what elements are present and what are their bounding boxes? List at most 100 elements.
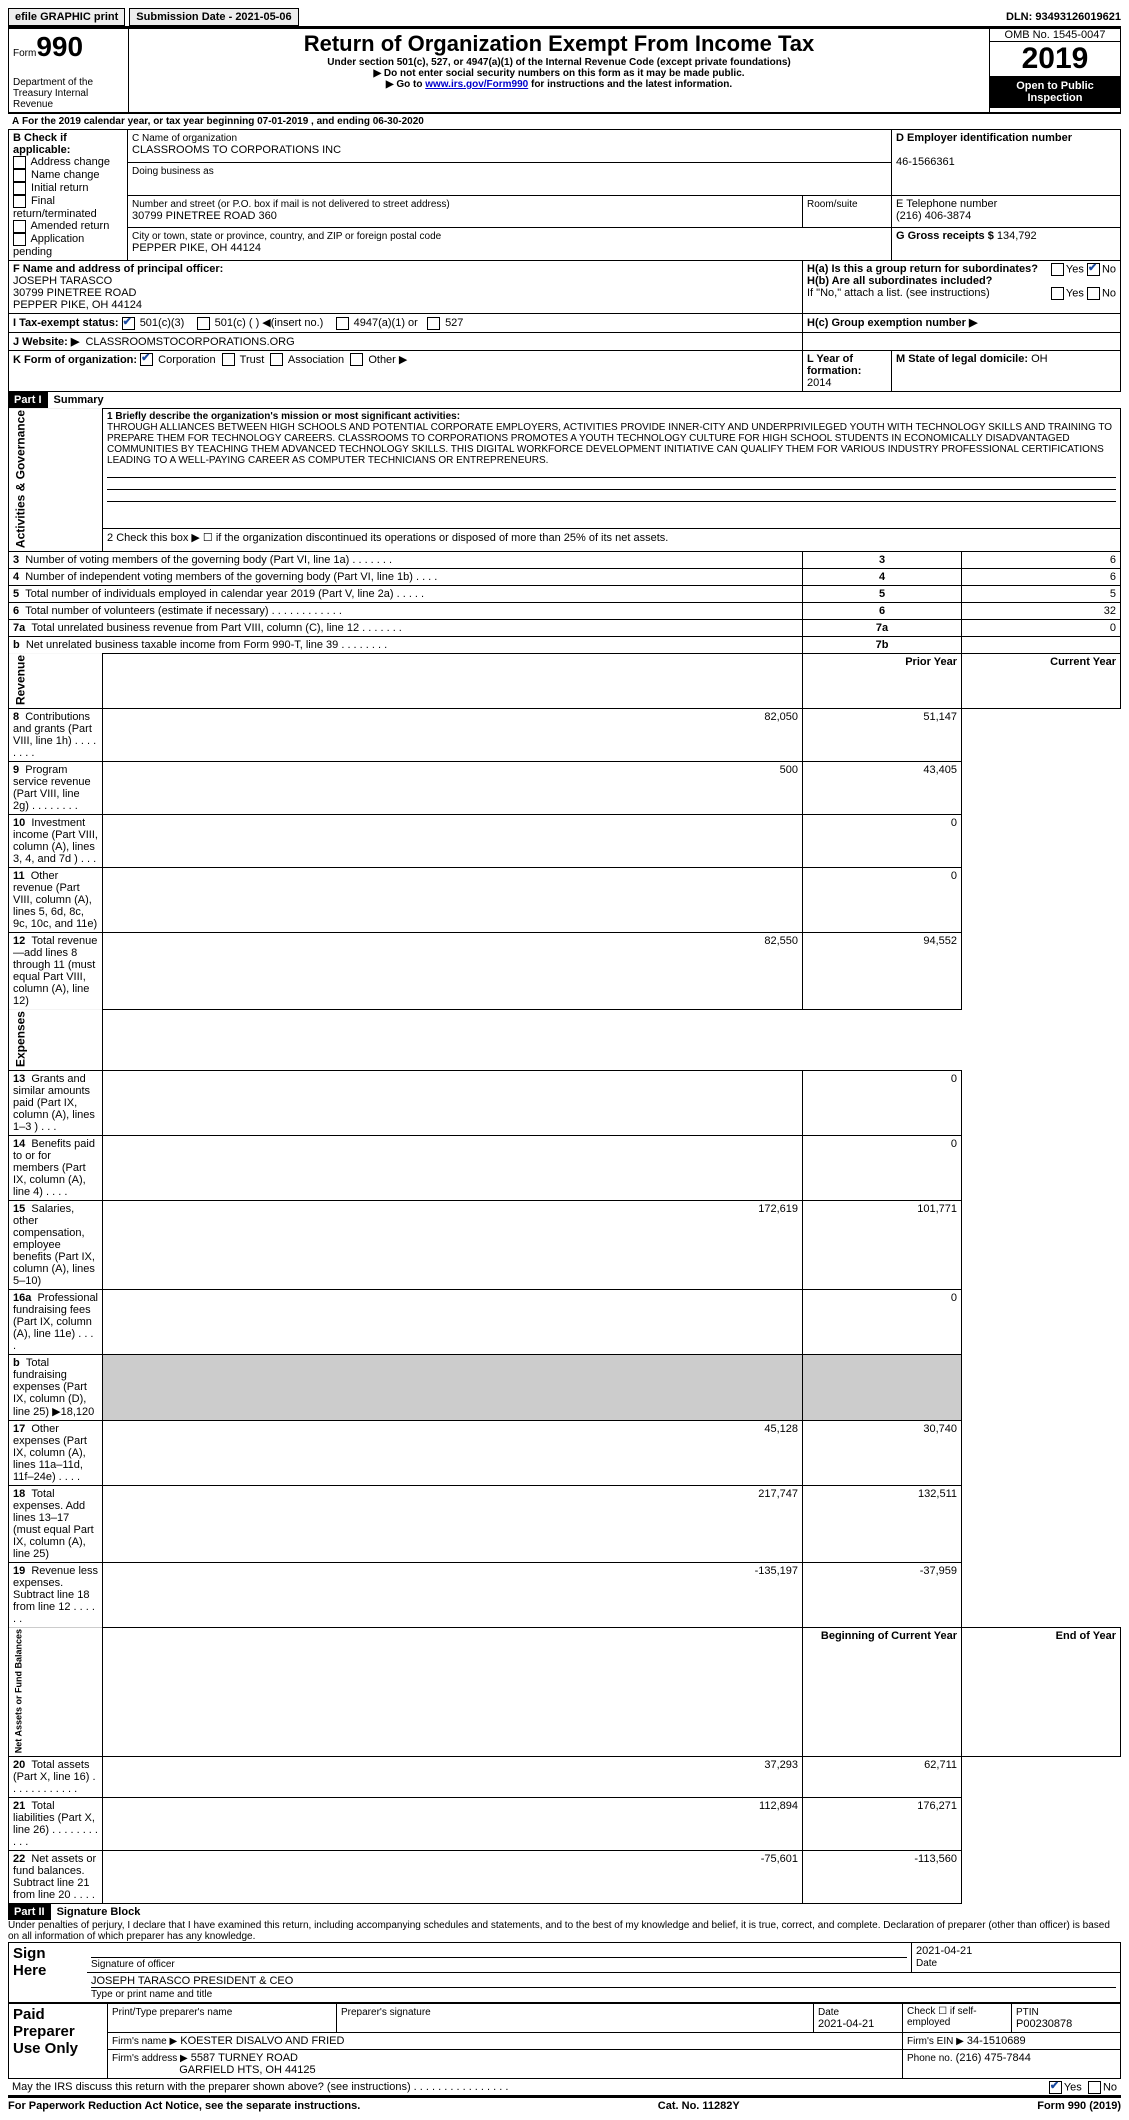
date-label: Date: [916, 1958, 937, 1969]
dba-label: Doing business as: [132, 166, 214, 177]
ptin: P00230878: [1016, 2018, 1072, 2030]
officer-name: JOSEPH TARASCO: [13, 275, 112, 287]
b-title: B Check if applicable:: [13, 132, 70, 156]
note2b: for instructions and the latest informat…: [528, 79, 732, 90]
j-label: J Website: ▶: [13, 336, 79, 348]
form-header: Form990 Department of the Treasury Inter…: [8, 28, 1121, 113]
submission-btn[interactable]: Submission Date - 2021-05-06: [129, 8, 298, 26]
footer-c: Cat. No. 11282Y: [658, 2100, 740, 2112]
pp-phone-label: Phone no.: [907, 2053, 953, 2064]
gross: 134,792: [997, 230, 1037, 242]
line2: 2 Check this box ▶ ☐ if the organization…: [103, 529, 1121, 552]
b-opt[interactable]: [13, 195, 26, 208]
vlabel-na: Net Assets or Fund Balances: [9, 1627, 103, 1756]
officer-sig-name: JOSEPH TARASCO PRESIDENT & CEO: [91, 1975, 293, 1987]
l-label: L Year of formation:: [807, 353, 861, 377]
addr-label: Number and street (or P.O. box if mail i…: [132, 199, 450, 210]
hb: H(b) Are all subordinates included?: [807, 275, 992, 287]
vlabel-rev: Revenue: [9, 653, 103, 708]
g-label: G Gross receipts $: [896, 230, 994, 242]
b-opt[interactable]: [13, 233, 26, 246]
omb: OMB No. 1545-0047: [990, 29, 1120, 42]
part1-title: Summary: [48, 392, 110, 408]
paid-prep: Paid Preparer Use Only: [9, 2003, 108, 2078]
preparer-table: Paid Preparer Use Only Print/Type prepar…: [8, 2003, 1121, 2079]
i-label: I Tax-exempt status:: [13, 317, 119, 329]
dln: DLN: 93493126019621: [1006, 11, 1121, 23]
addr: 30799 PINETREE ROAD 360: [132, 210, 277, 222]
c-name-label: C Name of organization: [132, 133, 237, 144]
tax-year: 2019: [990, 42, 1120, 76]
l-val: 2014: [807, 377, 831, 389]
d-label: D Employer identification number: [896, 132, 1072, 144]
form-title: Return of Organization Exempt From Incom…: [133, 31, 985, 57]
ein: 46-1566361: [896, 156, 955, 168]
may-no[interactable]: [1088, 2081, 1101, 2094]
name-label: Type or print name and title: [91, 1989, 212, 2000]
k-corp[interactable]: [140, 353, 153, 366]
ptin-label: PTIN: [1016, 2007, 1039, 2018]
hb-yes[interactable]: [1051, 287, 1064, 300]
firm-addr-label: Firm's address ▶: [112, 2053, 188, 2064]
declaration: Under penalties of perjury, I declare th…: [8, 1920, 1121, 1942]
city: PEPPER PIKE, OH 44124: [132, 242, 261, 254]
page-footer: For Paperwork Reduction Act Notice, see …: [8, 2096, 1121, 2112]
h-note: If "No," attach a list. (see instruction…: [807, 287, 990, 299]
k-assoc[interactable]: [270, 353, 283, 366]
m-val: OH: [1031, 353, 1048, 365]
dept: Department of the Treasury Internal Reve…: [13, 77, 124, 110]
city-label: City or town, state or province, country…: [132, 231, 441, 242]
b-opt[interactable]: [13, 169, 26, 182]
part1-hdr: Part I: [8, 392, 48, 408]
may-yes[interactable]: [1049, 2081, 1062, 2094]
ha: H(a) Is this a group return for subordin…: [807, 263, 1038, 275]
vlabel-ag: Activities & Governance: [9, 408, 103, 551]
officer-addr2: PEPPER PIKE, OH 44124: [13, 299, 142, 311]
k-other[interactable]: [350, 353, 363, 366]
sig-label: Signature of officer: [91, 1959, 175, 1970]
top-bar: efile GRAPHIC print Submission Date - 20…: [8, 8, 1121, 28]
efile-btn[interactable]: efile GRAPHIC print: [8, 8, 125, 26]
col-end: End of Year: [1056, 1630, 1116, 1642]
pp-check: Check ☐ if self-employed: [903, 2003, 1012, 2032]
vlabel-exp: Expenses: [9, 1009, 103, 1070]
firm-name-label: Firm's name ▶: [112, 2036, 177, 2047]
website: CLASSROOMSTOCORPORATIONS.ORG: [85, 336, 294, 348]
hc: H(c) Group exemption number ▶: [807, 317, 977, 329]
officer-addr1: 30799 PINETREE ROAD: [13, 287, 137, 299]
f-label: F Name and address of principal officer:: [13, 263, 223, 275]
i-527[interactable]: [427, 317, 440, 330]
b-opt[interactable]: [13, 220, 26, 233]
irs-link[interactable]: www.irs.gov/Form990: [425, 79, 528, 90]
open-public: Open to Public Inspection: [990, 76, 1120, 108]
b-opt[interactable]: [13, 156, 26, 169]
i-4947[interactable]: [336, 317, 349, 330]
phone: (216) 406-3874: [896, 210, 971, 222]
firm-name: KOESTER DISALVO AND FRIED: [180, 2035, 344, 2047]
ha-yes[interactable]: [1051, 263, 1064, 276]
col-begin: Beginning of Current Year: [821, 1630, 957, 1642]
form-number: 990: [36, 31, 83, 62]
note2a: ▶ Go to: [386, 79, 425, 90]
pp-name-label: Print/Type preparer's name: [112, 2007, 232, 2018]
footer-l: For Paperwork Reduction Act Notice, see …: [8, 2100, 360, 2112]
pp-phone: (216) 475-7844: [956, 2052, 1031, 2064]
part2-title: Signature Block: [51, 1904, 147, 1920]
e-label: E Telephone number: [896, 198, 997, 210]
org-name: CLASSROOMS TO CORPORATIONS INC: [132, 144, 341, 156]
may-discuss: May the IRS discuss this return with the…: [12, 2081, 508, 2093]
ha-no[interactable]: [1087, 263, 1100, 276]
firm-ein-label: Firm's EIN ▶: [907, 2036, 964, 2047]
col-prior: Prior Year: [905, 656, 957, 668]
sign-here: Sign Here: [9, 1942, 88, 2002]
k-trust[interactable]: [222, 353, 235, 366]
mission-text: THROUGH ALLIANCES BETWEEN HIGH SCHOOLS A…: [107, 422, 1112, 466]
room-label: Room/suite: [807, 199, 858, 210]
b-opt[interactable]: [13, 182, 26, 195]
i-501c[interactable]: [197, 317, 210, 330]
i-501c3[interactable]: [122, 317, 135, 330]
pp-sig-label: Preparer's signature: [341, 2007, 431, 2018]
summary-table: Activities & Governance 1 Briefly descri…: [8, 408, 1121, 1904]
hb-no[interactable]: [1087, 287, 1100, 300]
m-label: M State of legal domicile:: [896, 353, 1028, 365]
